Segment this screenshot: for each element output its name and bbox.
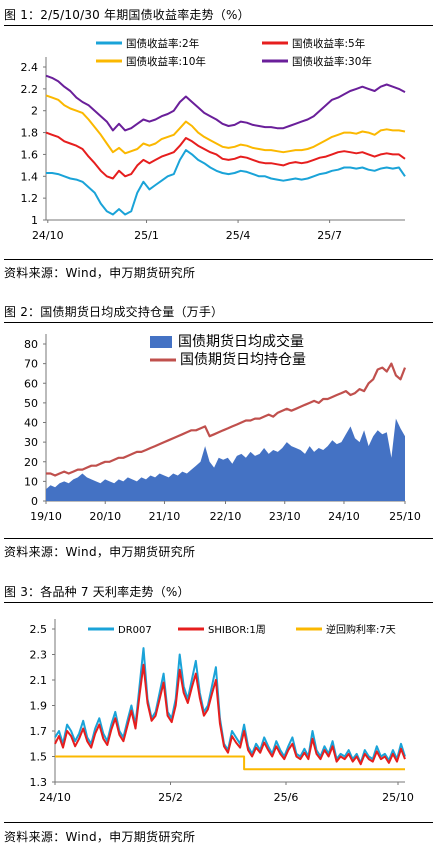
chart2-x-tick-label: 19/10: [30, 510, 62, 523]
chart3-x-tick-label: 25/6: [274, 791, 299, 804]
chart1-series-4-legend-label: 国债收益率:30年: [292, 55, 372, 68]
chart3-y-tick-label: 2.1: [30, 674, 48, 687]
chart2-y-tick-label: 60: [24, 377, 38, 390]
chart1-series-2-line: [45, 131, 406, 180]
chart3-x-tick-label: 25/2: [158, 791, 183, 804]
chart1-plot: 1 1.2 1.4 1.6 1.8 2 2.2 2.4 24/10 25/1 25/4 25/7 国债收…: [21, 37, 406, 242]
chart1-top-rule: [4, 25, 433, 26]
chart3-series-3-line: [55, 755, 405, 771]
chart3-plot: 1.3 1.5 1.7 1.9 2.1 2.3 2.5 24/10 25/2 25/6 25/10 D…: [30, 619, 414, 804]
chart3-x-tick-label: 24/10: [39, 791, 71, 804]
chart1-series-1-line: [46, 149, 406, 216]
chart2-series-2-line: [46, 362, 407, 477]
chart1-y-tick-label: 1.8: [21, 127, 39, 140]
chart1-x-tick-label: 25/7: [317, 229, 342, 242]
chart1-series-4-line: [45, 74, 406, 132]
chart1-y-tick-label: 1.4: [21, 170, 39, 183]
chart2-x-tick-label: 20/10: [89, 510, 121, 523]
chart2-series-2-legend-label: 国债期货日均持仓量: [180, 351, 306, 368]
chart2-y-tick-label: 80: [24, 338, 38, 351]
chart3-y-tick-label: 1.5: [30, 751, 48, 764]
chart2-title: 图 2：国债期货日均成交持仓量（万手）: [4, 305, 224, 319]
chart2-x-tick-label: 22/10: [210, 510, 242, 523]
chart2-x-tick-label: 21/10: [149, 510, 181, 523]
chart1-y-tick-label: 1.2: [21, 192, 39, 205]
chart1-x-tick-label: 24/10: [32, 229, 64, 242]
chart1-y-tick-label: 1.6: [21, 148, 39, 161]
chart1-x-tick-label: 25/4: [226, 229, 251, 242]
chart2-series-1-legend-label: 国债期货日均成交量: [178, 333, 304, 350]
chart2-y-tick-label: 0: [31, 495, 38, 508]
chart3-series-2-legend-label: SHIBOR:1周: [208, 624, 266, 636]
chart2-y-tick-label: 20: [24, 456, 38, 469]
chart3-bottom-rule: [4, 822, 433, 823]
chart1-series-1-legend-label: 国债收益率:2年: [126, 37, 199, 50]
chart3-y-tick-label: 1.3: [30, 776, 48, 789]
chart1-y-tick-label: 1: [31, 214, 38, 227]
chart3-series-1-legend-label: DR007: [118, 625, 152, 636]
chart1-title: 图 1：2/5/10/30 年期国债收益率走势（%）: [4, 8, 250, 22]
chart2-bottom-rule: [4, 538, 433, 539]
chart3-y-tick-label: 1.7: [30, 725, 48, 738]
chart3-x-tick-label: 25/10: [382, 791, 414, 804]
chart3-source: 资料来源：Wind，申万期货研究所: [4, 830, 196, 844]
chart1-series-3-legend-label: 国债收益率:10年: [126, 55, 206, 68]
chart2-series-1-area: [46, 418, 405, 501]
chart3-y-tick-label: 1.9: [30, 700, 48, 713]
chart2-x-tick-label: 25/10: [389, 510, 421, 523]
chart1-y-tick-label: 2: [31, 105, 38, 118]
chart3-series-3-legend-label: 逆回购利率:7天: [326, 623, 396, 636]
chart1-x-tick-label: 25/1: [134, 229, 159, 242]
chart2-y-tick-label: 70: [24, 358, 38, 371]
chart2-x-tick-label: 24/10: [328, 510, 360, 523]
chart3-title: 图 3：各品种 7 天利率走势（%）: [4, 585, 190, 599]
chart3-y-tick-label: 2.5: [30, 623, 48, 636]
chart2-y-tick-label: 10: [24, 475, 38, 488]
chart2-y-tick-label: 40: [24, 417, 38, 430]
chart1-bottom-rule: [4, 259, 433, 260]
chart2-y-tick-label: 50: [24, 397, 38, 410]
chart1-y-tick-label: 2.2: [21, 83, 39, 96]
chart3-top-rule: [4, 602, 433, 603]
chart2-plot: 0 10 20 30 40 50 60 70 80 19/10 20/10 21/10 22/10 23/…: [24, 333, 421, 523]
chart1-series-3-line: [45, 94, 406, 155]
chart3-series-2-line: [54, 663, 406, 766]
chart2-y-tick-label: 30: [24, 436, 38, 449]
chart2-series-1-legend-swatch: [150, 336, 172, 348]
chart1-source: 资料来源：Wind，申万期货研究所: [4, 266, 196, 280]
chart1-y-tick-label: 2.4: [21, 61, 39, 74]
chart1-series-2-legend-label: 国债收益率:5年: [292, 37, 365, 50]
chart2-x-tick-label: 23/10: [269, 510, 301, 523]
chart2-source: 资料来源：Wind，申万期货研究所: [4, 545, 196, 559]
chart3-y-tick-label: 2.3: [30, 649, 48, 662]
chart2-top-rule: [4, 322, 433, 323]
